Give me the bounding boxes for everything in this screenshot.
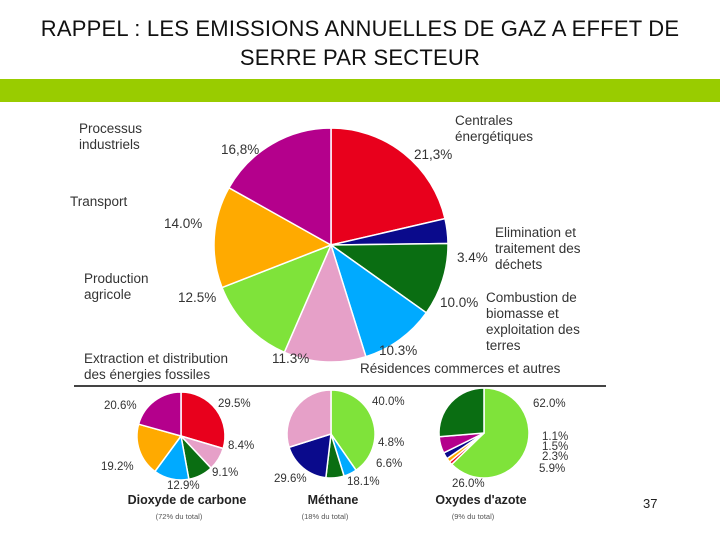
co2-pie-value-industry: 20.6%: [104, 400, 137, 412]
main-pie-value-waste: 3.4%: [457, 250, 488, 265]
nox-pie-value-biomass: 26.0%: [452, 478, 485, 490]
main-pie-value-industry: 16,8%: [221, 142, 259, 157]
main-pie-label-industry: Processus: [79, 121, 142, 136]
nox-pie-value-transport: 1.5%: [542, 441, 568, 453]
main-pie-label-biomass: terres: [486, 338, 521, 353]
main-pie-value-biomass: 10.0%: [440, 295, 478, 310]
methane-pie-value-waste: 18.1%: [347, 476, 380, 488]
methane-pie-value-residential: 4.8%: [378, 437, 404, 449]
main-pie-label-fossil: des énergies fossiles: [84, 367, 210, 382]
main-pie-label-biomass: Combustion de: [486, 290, 577, 305]
main-pie-label-power: Centrales: [455, 113, 513, 128]
co2-pie-slice-transport: [136, 423, 183, 473]
main-pie-slice-residential: [329, 243, 428, 358]
nox-pie-slice-agri: [450, 387, 530, 479]
main-pie-label-transport: Transport: [70, 194, 128, 209]
main-pie-label-agri: Production: [84, 271, 149, 286]
methane-pie-value-agri: 40.0%: [372, 396, 405, 408]
co2-pie-value-power: 29.5%: [218, 398, 251, 410]
main-pie-label-power: énergétiques: [455, 129, 533, 144]
main-pie-label-residential: Résidences commerces et autres: [360, 361, 561, 376]
nox-pie-subtitle: (9% du total): [452, 512, 495, 521]
methane-pie-title: Méthane: [308, 493, 359, 507]
methane-pie-slice-agri: [330, 389, 376, 472]
co2-pie-subtitle: (72% du total): [156, 512, 203, 521]
co2-pie-value-biomass: 9.1%: [212, 467, 238, 479]
methane-pie-value-fossil: 29.6%: [274, 473, 307, 485]
nox-pie-value-power: 1.1%: [542, 431, 568, 443]
nox-pie-value-waste: 2.3%: [542, 451, 568, 463]
main-pie-label-fossil: Extraction et distribution: [84, 351, 228, 366]
main-pie-slice-biomass: [328, 242, 449, 314]
slide-title-line-1: RAPPEL : LES EMISSIONS ANNUELLES DE GAZ …: [40, 16, 680, 41]
main-pie-label-biomass: exploitation des: [486, 322, 580, 337]
main-pie-value-agri: 12.5%: [178, 290, 216, 305]
co2-pie-title: Dioxyde de carbone: [128, 493, 247, 507]
co2-pie-slice-industry: [137, 391, 182, 437]
nox-pie-slice-biomass: [438, 387, 485, 438]
co2-pie-value-transport: 19.2%: [101, 461, 134, 473]
main-pie-value-residential: 10.3%: [379, 343, 417, 358]
main-pie-label-agri: agricole: [84, 287, 131, 302]
co2-pie-value-residential: 12.9%: [167, 480, 200, 492]
co2-pie-value-fossil: 8.4%: [228, 440, 254, 452]
main-pie-value-transport: 14.0%: [164, 216, 202, 231]
main-pie-slice-industry: [227, 127, 332, 247]
nox-pie-value-industry: 5.9%: [539, 463, 565, 475]
main-pie-slice-agri: [221, 243, 333, 354]
nox-pie-title: Oxydes d'azote: [435, 493, 526, 507]
main-pie-slice-fossil: [283, 242, 367, 363]
main-pie-label-waste: Elimination et: [495, 225, 576, 240]
nox-pie-value-agri: 62.0%: [533, 398, 566, 410]
page-number: 37: [643, 496, 658, 511]
methane-pie-subtitle: (18% du total): [302, 512, 349, 521]
methane-pie-slice-waste: [288, 432, 332, 479]
title-accent-band: [0, 79, 720, 102]
slide-title-line-2: SERRE PAR SECTEUR: [239, 45, 481, 70]
main-pie-label-waste: déchets: [495, 257, 543, 272]
main-pie-label-waste: traitement des: [495, 241, 581, 256]
main-pie-slice-power: [330, 127, 446, 246]
main-pie-label-biomass: biomasse et: [486, 306, 559, 321]
co2-pie-slice-power: [180, 391, 226, 450]
main-pie-label-industry: industriels: [79, 137, 140, 152]
main-pie-slice-transport: [213, 186, 333, 289]
slide-title: RAPPEL : LES EMISSIONS ANNUELLES DE GAZ …: [0, 14, 720, 72]
main-pie-value-power: 21,3%: [414, 147, 452, 162]
methane-pie-value-biomass: 6.6%: [376, 458, 402, 470]
main-pie-value-fossil: 11.3%: [272, 351, 309, 366]
methane-pie-slice-fossil: [286, 389, 332, 449]
